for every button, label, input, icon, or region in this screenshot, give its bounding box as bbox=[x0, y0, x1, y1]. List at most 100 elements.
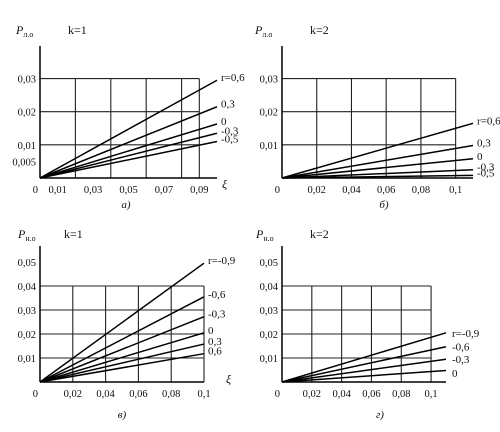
series-label: r=-0,9 bbox=[208, 255, 236, 267]
x-tick-label: 0 bbox=[33, 185, 38, 196]
x-tick-label: 0,04 bbox=[342, 185, 361, 196]
k-parameter-label: k=1 bbox=[64, 227, 83, 241]
series-label: 0,6 bbox=[208, 346, 222, 358]
x-tick-label: 0,1 bbox=[449, 185, 462, 196]
y-axis-label: Pл.о bbox=[15, 23, 33, 39]
x-tick-label: 0,02 bbox=[303, 389, 321, 400]
series-line bbox=[39, 79, 218, 179]
y-tick-label: 0,02 bbox=[260, 330, 278, 341]
x-tick-label: 0,02 bbox=[64, 389, 82, 400]
chart-panel-2: 0,01 0,02 0,03 0 0,02 0,04 0,06 0,08 0,1 Pл.о k=2 б… bbox=[254, 23, 500, 211]
series-label: 0,3 bbox=[221, 99, 235, 111]
x-tick-label: 0,1 bbox=[197, 389, 210, 400]
y-tick-label: 0,03 bbox=[18, 306, 36, 317]
series-line bbox=[39, 132, 218, 179]
series-line bbox=[281, 144, 474, 179]
series-label: -0,3 bbox=[452, 354, 470, 366]
series-line bbox=[39, 316, 205, 383]
y-tick-label: 0,04 bbox=[18, 282, 37, 293]
x-tick-label: 0,06 bbox=[129, 389, 147, 400]
x-tick-label: 0,07 bbox=[155, 185, 173, 196]
x-tick-label: 0 bbox=[33, 389, 38, 400]
series-label: 0 bbox=[208, 325, 214, 337]
series-line bbox=[281, 158, 474, 179]
x-tick-label: 0,08 bbox=[392, 389, 410, 400]
panel-caption: г) bbox=[376, 409, 384, 421]
x-tick-label: 0 bbox=[275, 389, 280, 400]
y-tick-label: 0,03 bbox=[18, 75, 36, 86]
panel-caption: а) bbox=[121, 199, 131, 211]
series-label: -0,3 bbox=[221, 125, 239, 137]
y-tick-label: 0,01 bbox=[260, 354, 278, 365]
series-line bbox=[39, 140, 218, 179]
k-parameter-label: k=2 bbox=[310, 227, 329, 241]
series-label: 0 bbox=[477, 151, 483, 163]
series-line bbox=[39, 262, 205, 383]
chart-panel-3: 0,01 0,02 0,03 0,04 0,05 0 0,02 0,04 0,06 0,08 0,1… bbox=[17, 227, 236, 421]
x-tick-label: 0,02 bbox=[308, 185, 326, 196]
series-label: 0 bbox=[221, 116, 227, 128]
series-line bbox=[39, 343, 205, 383]
series-label: -0,3 bbox=[477, 162, 495, 174]
series-line bbox=[39, 352, 205, 383]
series-label: r=0,6 bbox=[477, 115, 500, 127]
y-axis-label-main: P bbox=[255, 227, 264, 241]
series-line bbox=[39, 332, 205, 383]
x-tick-label: 0,08 bbox=[412, 185, 430, 196]
series-label: 0,3 bbox=[208, 336, 222, 348]
x-tick-label: 0,04 bbox=[96, 389, 115, 400]
series-line bbox=[281, 345, 447, 383]
panel-caption: в) bbox=[118, 409, 127, 421]
series-line bbox=[281, 332, 447, 383]
chart-panel-4: 0,01 0,02 0,03 0,04 0,05 0 0,02 0,04 0,06 0,08 0,1… bbox=[255, 227, 480, 421]
series-label: 0 bbox=[452, 368, 458, 380]
series-label: -0,5 bbox=[221, 134, 239, 146]
y-axis-label: Pл.о bbox=[254, 23, 272, 39]
y-tick-label: 0,02 bbox=[18, 330, 36, 341]
x-tick-label: 0,06 bbox=[377, 185, 395, 196]
x-tick-label: 0 bbox=[275, 185, 280, 196]
y-tick-label: 0,05 bbox=[18, 258, 36, 269]
k-parameter-label: k=1 bbox=[68, 23, 87, 37]
y-axis-label-sub: л.о bbox=[262, 30, 272, 39]
series-line bbox=[281, 174, 474, 179]
y-axis-label-sub: н.о bbox=[25, 234, 35, 243]
y-tick-label: 0,03 bbox=[260, 75, 278, 86]
k-parameter-label: k=2 bbox=[310, 23, 329, 37]
y-tick-label: 0,02 bbox=[260, 108, 278, 119]
series-line bbox=[281, 358, 447, 383]
y-tick-label: 0,05 bbox=[260, 258, 278, 269]
y-axis-label-sub: л.о bbox=[23, 30, 33, 39]
y-tick-label: 0,01 bbox=[260, 141, 278, 152]
series-label: -0,6 bbox=[208, 289, 226, 301]
y-tick-label: 0,02 bbox=[18, 108, 36, 119]
y-axis-label-main: P bbox=[15, 23, 24, 37]
x-tick-label: 0,03 bbox=[84, 185, 102, 196]
x-tick-label: 0,06 bbox=[362, 389, 380, 400]
y-axis-label-main: P bbox=[254, 23, 263, 37]
y-tick-label: 0,01 bbox=[18, 354, 36, 365]
x-tick-label: 0,1 bbox=[425, 389, 438, 400]
x-axis-label: ξ bbox=[226, 372, 232, 386]
y-axis-label-sub: н.о bbox=[263, 234, 273, 243]
y-axis-label-main: P bbox=[17, 227, 26, 241]
series-line bbox=[281, 369, 447, 383]
y-tick-label: 0,01 bbox=[18, 141, 36, 152]
y-axis-label: Pн.о bbox=[255, 227, 274, 243]
chart-panel-1: 0,005 0,01 0,02 0,03 0 0,01 0,03 0,05 0,07 0,09 Pл… bbox=[12, 23, 245, 211]
series-line bbox=[39, 296, 205, 383]
y-tick-label: 0,03 bbox=[260, 306, 278, 317]
y-axis-label: Pн.о bbox=[17, 227, 36, 243]
panel-caption: б) bbox=[379, 199, 389, 211]
x-tick-label: 0,09 bbox=[190, 185, 208, 196]
series-label: r=-0,9 bbox=[452, 328, 480, 340]
series-label: -0,6 bbox=[452, 342, 470, 354]
series-line bbox=[39, 123, 218, 179]
x-tick-label: 0,05 bbox=[119, 185, 137, 196]
x-tick-label: 0,01 bbox=[49, 185, 67, 196]
series-label: -0,3 bbox=[208, 309, 226, 321]
series-line bbox=[281, 168, 474, 179]
series-label: r=0,6 bbox=[221, 72, 245, 84]
x-axis-label: ξ bbox=[222, 177, 228, 191]
